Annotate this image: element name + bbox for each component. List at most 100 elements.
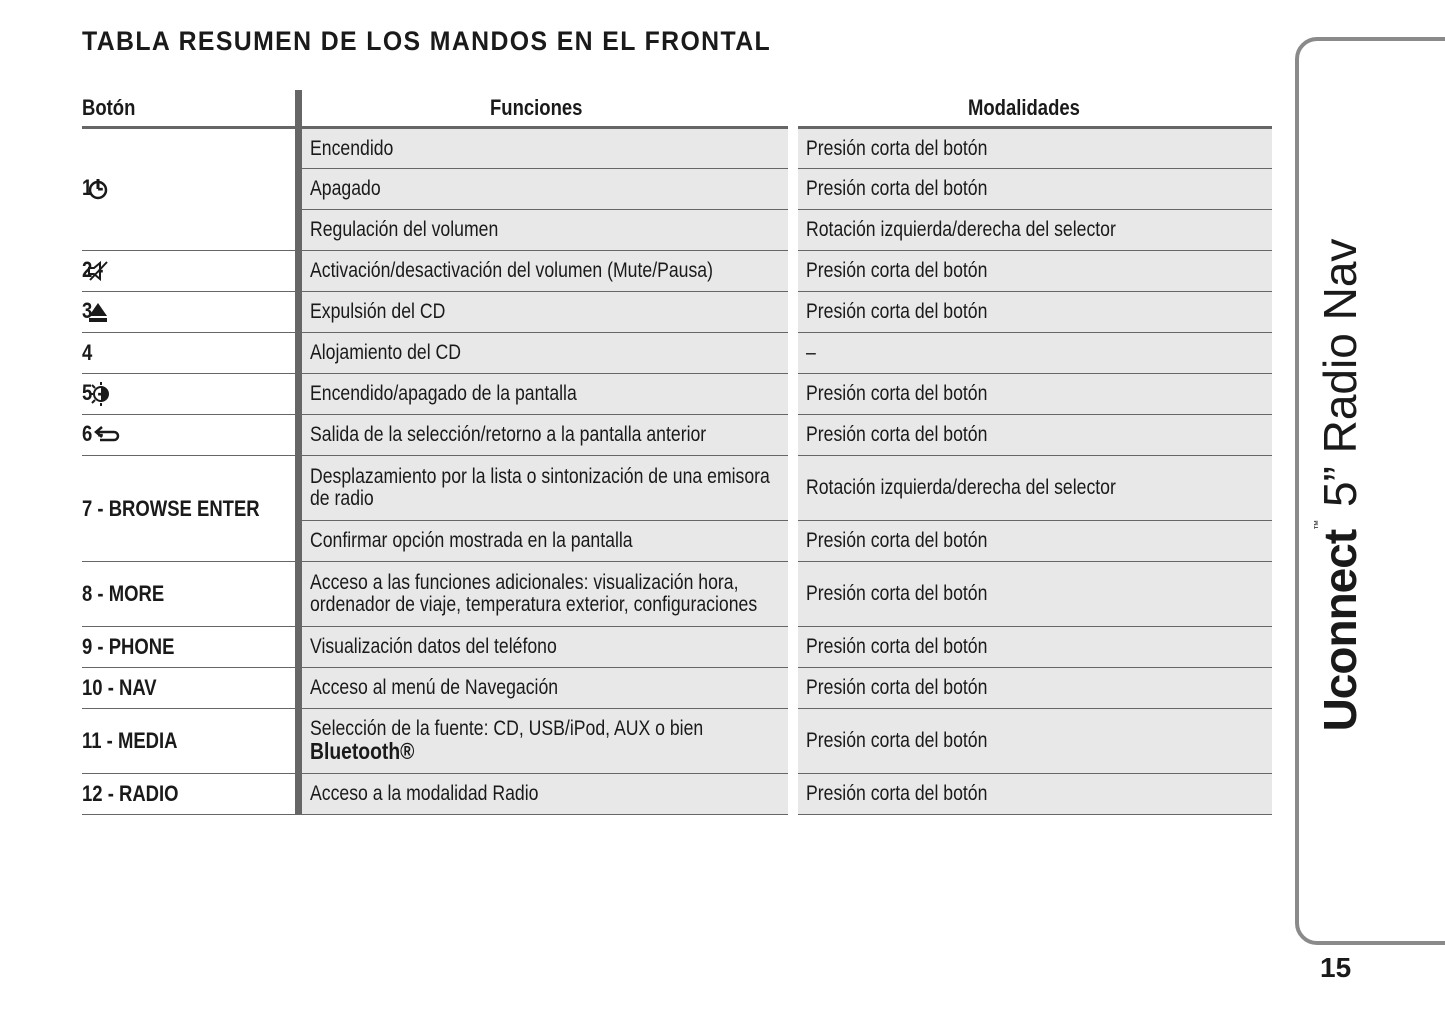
table-row: 7 - BROWSE ENTER Desplazamiento por la li… <box>82 455 1272 562</box>
button-cell: 3 - <box>82 291 298 333</box>
page-number: 15 <box>1320 952 1352 983</box>
function-text: Visualización datos del teléfono <box>309 635 557 658</box>
function-cell: Alojamiento del CD <box>294 332 798 374</box>
table-row: Apagado Presión corta del botón <box>82 168 1272 210</box>
mode-text: Presión corta del botón <box>806 382 988 405</box>
mode-text: – <box>806 341 816 364</box>
mode-text: Presión corta del botón <box>806 300 988 323</box>
button-cell: 11 - MEDIA <box>82 708 298 774</box>
function-cell: Activación/desactivación del volumen (Mu… <box>294 250 798 292</box>
function-cell: Selección de la fuente: CD, USB/iPod, AU… <box>294 708 798 774</box>
table-body: 1 - Encendido Presión corta del botón Apaga… <box>82 127 1272 815</box>
button-label: 8 - MORE <box>82 581 165 606</box>
table-row: 5 - Encendido/apagado de la pantalla Presi… <box>82 373 1272 415</box>
model: 5” Radio Nav <box>1314 238 1366 508</box>
mode-cell: Presión corta del botón <box>789 250 1272 292</box>
table-row: Confirmar opción mostrada en la pantalla… <box>82 520 1272 562</box>
button-label: 3 - <box>82 297 104 323</box>
button-label: 6 - <box>82 420 104 446</box>
function-cell: Apagado <box>294 168 798 210</box>
function-text: Expulsión del CD <box>309 300 445 323</box>
mode-text: Presión corta del botón <box>806 259 988 282</box>
page-title: TABLA RESUMEN DE LOS MANDOS EN EL FRONTA… <box>82 26 772 56</box>
function-text: Desplazamiento por la lista o sintonizac… <box>309 465 770 510</box>
mode-text: Presión corta del botón <box>806 729 988 752</box>
mode-text: Presión corta del botón <box>806 635 988 658</box>
button-label: 2 - <box>82 256 104 282</box>
button-cell: 4 <box>82 332 298 374</box>
mode-text: Presión corta del botón <box>806 177 988 200</box>
mode-text: Rotación izquierda/derecha del selector <box>806 218 1116 241</box>
table-row: 8 - MORE Acceso a las funciones adicional… <box>82 561 1272 627</box>
mode-cell: Rotación izquierda/derecha del selector <box>789 455 1272 521</box>
table-row: 12 - RADIO Acceso a la modalidad Radio Pre… <box>82 773 1272 815</box>
table-row: Regulación del volumen Rotación izquierda… <box>82 209 1272 251</box>
mode-cell: Presión corta del botón <box>789 520 1272 562</box>
function-cell: Expulsión del CD <box>294 291 798 333</box>
brand: Uconnect <box>1314 529 1366 732</box>
button-icon <box>88 303 107 323</box>
mode-cell: Presión corta del botón <box>789 773 1272 815</box>
mode-text: Presión corta del botón <box>806 136 988 160</box>
mode-cell: Presión corta del botón <box>789 168 1272 210</box>
button-label: 7 - BROWSE ENTER <box>82 495 260 521</box>
mode-text: Presión corta del botón <box>806 782 988 805</box>
header-text: Modalidades <box>968 95 1081 120</box>
table-row: 4 Alojamiento del CD – <box>82 332 1272 374</box>
function-emphasis: Bluetooth® <box>309 738 414 764</box>
button-cell: 5 - <box>82 373 298 415</box>
button-label: 4 <box>82 340 93 365</box>
function-text: Confirmar opción mostrada en la pantalla <box>309 529 633 552</box>
function-cell: Confirmar opción mostrada en la pantalla <box>294 520 798 562</box>
button-cell: 10 - NAV <box>82 667 298 709</box>
mode-text: Presión corta del botón <box>806 676 988 699</box>
mode-text: Presión corta del botón <box>806 529 988 552</box>
table-row: 1 - Encendido Presión corta del botón <box>82 127 1272 251</box>
table-row: 2 - Activación/desactivación del volumen … <box>82 250 1272 292</box>
function-cell: Salida de la selección/retorno a la pant… <box>294 414 798 456</box>
button-label: 11 - MEDIA <box>82 728 178 753</box>
mode-cell: Presión corta del botón <box>789 373 1272 415</box>
function-cell: Encendido/apagado de la pantalla <box>294 373 798 415</box>
table-row: 11 - MEDIA Selección de la fuente: CD, US… <box>82 708 1272 774</box>
button-cell: 8 - MORE <box>82 561 298 627</box>
function-text: Alojamiento del CD <box>309 341 461 364</box>
function-text: Apagado <box>309 177 381 200</box>
function-cell: Encendido <box>294 127 798 169</box>
table-row: 9 - PHONE Visualización datos del teléfon… <box>82 626 1272 668</box>
table-row: 10 - NAV Acceso al menú de Navegación Pres… <box>82 667 1272 709</box>
header-cell: Modalidades <box>789 90 1272 129</box>
button-cell: 12 - RADIO <box>82 773 298 815</box>
controls-table: Botón Funciones Modalidades 1 - Encendido… <box>82 90 1272 815</box>
button-label: 1 - <box>82 175 104 201</box>
mode-cell: Presión corta del botón <box>789 708 1272 774</box>
button-icon <box>89 382 109 407</box>
function-cell: Desplazamiento por la lista o sintonizac… <box>294 455 798 521</box>
table-row: 3 - Expulsión del CD Presión corta del bot… <box>82 291 1272 333</box>
button-cell: 9 - PHONE <box>82 626 298 668</box>
trademark: ™ <box>1313 519 1324 530</box>
header-cell: Botón <box>82 90 298 129</box>
button-icon <box>93 426 119 442</box>
table-row: 6 - Salida de la selección/retorno a la p… <box>82 414 1272 456</box>
button-icon <box>88 178 107 199</box>
function-text: Activación/desactivación del volumen (Mu… <box>309 259 713 282</box>
function-text: Acceso a la modalidad Radio <box>309 782 538 805</box>
mode-cell: Presión corta del botón <box>789 127 1272 169</box>
function-text: Salida de la selección/retorno a la pant… <box>309 423 706 446</box>
mode-text: Presión corta del botón <box>806 582 988 605</box>
mode-cell: Presión corta del botón <box>789 414 1272 456</box>
button-cell: 1 - <box>82 127 298 251</box>
function-text: Encendido <box>309 136 393 160</box>
button-label: 12 - RADIO <box>82 781 179 806</box>
button-cell: 6 - <box>82 414 298 456</box>
mode-cell: Presión corta del botón <box>789 291 1272 333</box>
function-text: Encendido/apagado de la pantalla <box>309 382 577 405</box>
table-head: Botón Funciones Modalidades <box>82 90 1272 129</box>
button-label: 5 - <box>82 379 104 405</box>
function-text: Acceso a las funciones adicionales: visu… <box>309 571 757 616</box>
side-tab <box>1295 37 1445 945</box>
header-row: Botón Funciones Modalidades <box>82 90 1272 129</box>
